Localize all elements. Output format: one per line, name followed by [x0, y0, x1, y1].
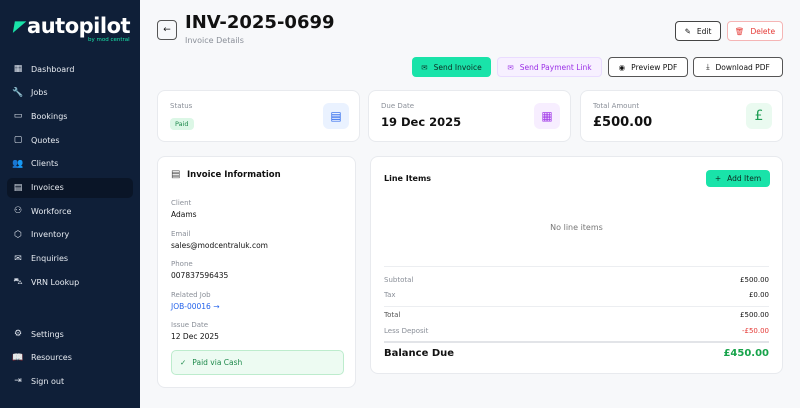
- calendar-icon: ▦: [534, 103, 560, 129]
- sidebar-item-resources[interactable]: 📖 Resources: [12, 352, 72, 363]
- paid-note: ✓ Paid via Cash: [171, 350, 344, 375]
- sidebar-item-dashboard[interactable]: ▦ Dashboard: [13, 64, 75, 74]
- logo[interactable]: ◤ autopilot: [12, 14, 131, 38]
- divider: [384, 266, 769, 267]
- status-card: Status Paid ▤: [157, 90, 360, 142]
- check-icon: ✓: [180, 358, 187, 367]
- due-date-card: Due Date 19 Dec 2025 ▦: [368, 90, 571, 142]
- sidebar-item-settings[interactable]: ⚙ Settings: [13, 329, 64, 339]
- sidebar-item-workforce[interactable]: ⚇ Workforce: [13, 206, 72, 217]
- invoice-icon: ▤: [171, 169, 181, 180]
- total-amount-card: Total Amount £500.00 £: [580, 90, 783, 142]
- mail-icon: ✉: [14, 253, 22, 264]
- page-title: INV-2025-0699: [185, 12, 335, 33]
- document-icon: ▢: [13, 135, 23, 146]
- plus-icon: +: [714, 174, 722, 183]
- sidebar-item-inventory[interactable]: ⬡ Inventory: [14, 229, 70, 240]
- back-button[interactable]: ←: [157, 20, 177, 40]
- edit-icon: ✎: [684, 26, 691, 36]
- users-icon: 👥: [12, 158, 24, 169]
- logo-mark-icon: ◤: [12, 17, 27, 35]
- sidebar-item-jobs[interactable]: 🔧 Jobs: [12, 87, 48, 98]
- card-title: Invoice Information: [187, 170, 281, 180]
- related-job-link[interactable]: JOB-00016 →: [171, 302, 220, 311]
- calendar-icon: ▭: [13, 111, 23, 122]
- sidebar-item-invoices[interactable]: ▤ Invoices: [7, 177, 133, 198]
- send-invoice-button[interactable]: ✉ Send Invoice: [412, 57, 491, 77]
- eye-icon: ◉: [618, 62, 626, 72]
- send-payment-link-button[interactable]: ✉ Send Payment Link: [497, 57, 602, 77]
- sidebar-item-quotes[interactable]: ▢ Quotes: [13, 135, 60, 146]
- line-items-card: Line Items + Add Item No line items Subto…: [370, 156, 783, 374]
- sign-out-icon: ⇥: [14, 376, 22, 386]
- pound-icon: £: [746, 103, 772, 129]
- divider: [384, 341, 769, 343]
- download-icon: ⤓: [706, 62, 710, 71]
- card-title: Line Items: [384, 174, 432, 183]
- download-pdf-button[interactable]: ⤓ Download PDF: [693, 57, 783, 77]
- book-icon: 📖: [12, 352, 24, 363]
- sidebar-item-vrn-lookup[interactable]: ⛍ VRN Lookup: [13, 276, 80, 287]
- car-icon: ⛍: [13, 276, 23, 287]
- preview-pdf-button[interactable]: ◉ Preview PDF: [608, 57, 688, 77]
- sidebar-item-enquiries[interactable]: ✉ Enquiries: [14, 253, 69, 264]
- grid-icon: ▦: [13, 64, 23, 74]
- wrench-icon: 🔧: [12, 87, 24, 98]
- sidebar-item-sign-out[interactable]: ⇥ Sign out: [14, 376, 65, 386]
- page-subtitle: Invoice Details: [185, 36, 244, 45]
- divider: [384, 306, 769, 307]
- add-item-button[interactable]: + Add Item: [706, 170, 770, 187]
- gear-icon: ⚙: [13, 329, 23, 339]
- document-icon: ▤: [323, 103, 349, 129]
- sidebar-item-bookings[interactable]: ▭ Bookings: [13, 111, 68, 122]
- logo-tagline: by mod central: [88, 37, 130, 43]
- invoice-icon: ▤: [13, 182, 23, 193]
- arrow-left-icon: ←: [163, 25, 171, 35]
- invoice-information-card: ▤ Invoice Information Client Adams Email…: [157, 156, 356, 388]
- status-badge: Paid: [170, 118, 194, 130]
- mail-icon: ✉: [421, 62, 428, 72]
- empty-state: No line items: [550, 223, 603, 232]
- box-icon: ⬡: [14, 229, 22, 240]
- edit-button[interactable]: ✎ Edit: [675, 21, 721, 41]
- sidebar: ◤ autopilot by mod central ▦ Dashboard 🔧 Job…: [0, 0, 140, 408]
- mail-icon: ✉: [507, 62, 514, 72]
- sidebar-item-clients[interactable]: 👥 Clients: [12, 158, 59, 169]
- workforce-icon: ⚇: [13, 206, 23, 217]
- delete-button[interactable]: 🗑 Delete: [727, 21, 783, 41]
- trash-icon: 🗑: [734, 26, 745, 36]
